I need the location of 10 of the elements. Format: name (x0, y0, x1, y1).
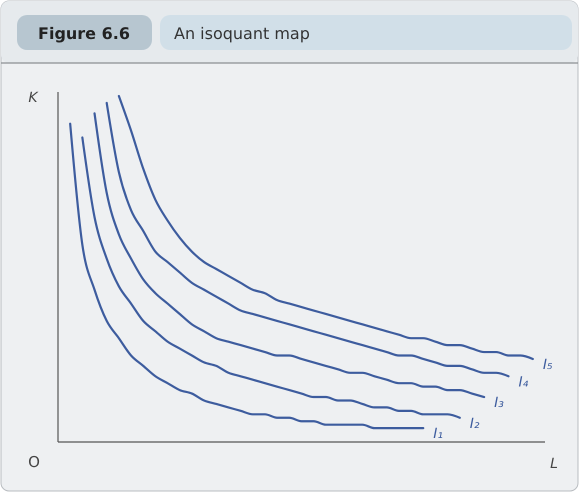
series-label: I₂ (470, 416, 480, 432)
x-axis-title: L (550, 456, 558, 472)
series-label: I₁ (433, 426, 443, 442)
series-label: I₅ (542, 356, 553, 373)
series-label: I₃ (494, 395, 504, 412)
series-label: I₄ (518, 374, 529, 390)
chart-title: An isoquant map (174, 24, 310, 43)
y-axis-title: K (28, 90, 40, 106)
text: O (28, 453, 40, 471)
chart-subtitle: Figure 6.6 (38, 24, 130, 43)
